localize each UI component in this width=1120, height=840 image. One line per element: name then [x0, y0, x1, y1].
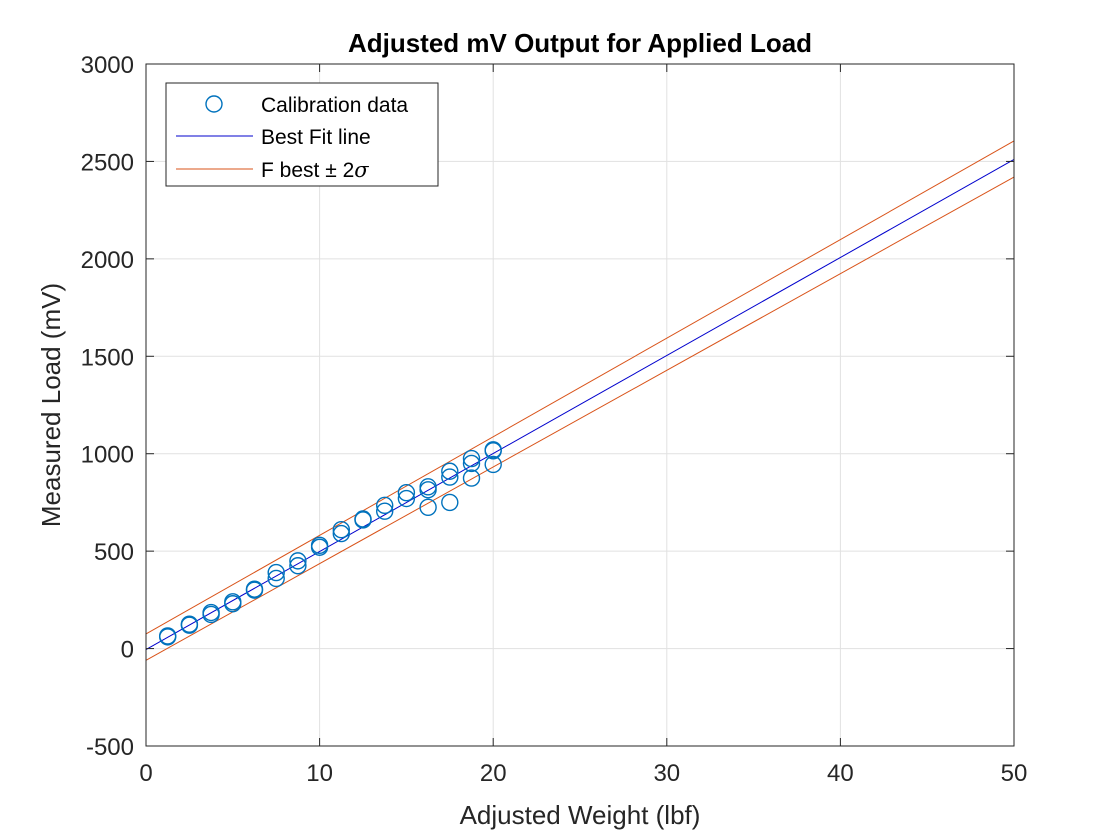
chart-title: Adjusted mV Output for Applied Load — [348, 28, 812, 58]
data-point — [224, 595, 242, 613]
y-tick-label: 500 — [94, 539, 134, 566]
x-tick-label: 30 — [653, 760, 680, 787]
y-tick-label: -500 — [86, 734, 134, 761]
data-point — [441, 462, 459, 480]
x-tick-label: 40 — [827, 760, 854, 787]
legend-band-prefix: F best — [261, 159, 325, 182]
x-axis-label: Adjusted Weight (lbf) — [460, 800, 701, 830]
data-point — [376, 502, 394, 520]
x-tick-label: 50 — [1001, 760, 1028, 787]
data-point — [267, 569, 285, 588]
band-line-upper — [145, 140, 1015, 635]
data-point — [267, 563, 285, 582]
legend: Calibration data Best Fit line F best ± … — [165, 82, 439, 187]
data-point — [332, 524, 350, 543]
data-point — [180, 616, 199, 634]
legend-band-sigma: σ — [354, 158, 369, 182]
data-point — [289, 557, 307, 575]
band-line-lower — [145, 176, 1015, 661]
y-tick-label: 2500 — [81, 149, 134, 176]
data-point — [397, 483, 416, 502]
legend-item-best-fit: Best Fit line — [176, 126, 371, 149]
grid — [146, 64, 1014, 746]
data-point — [354, 511, 372, 529]
data-point — [245, 581, 264, 599]
y-tick-label: 1000 — [81, 442, 134, 469]
data-point — [462, 469, 481, 487]
data-point — [310, 538, 329, 556]
data-point — [484, 455, 502, 474]
data-point — [376, 496, 394, 515]
data-point — [202, 605, 220, 624]
data-point — [332, 521, 350, 539]
data-point — [441, 493, 459, 512]
y-axis-label: Measured Load (mV) — [36, 283, 66, 527]
data-point — [484, 442, 502, 460]
x-tick-label: 0 — [139, 760, 152, 787]
data-point — [419, 498, 437, 516]
data-point — [462, 449, 481, 468]
legend-item-band: F best ± 2σ — [176, 158, 369, 182]
legend-label-band: F best ± 2σ — [261, 158, 369, 182]
x-tick-label: 10 — [306, 760, 333, 787]
legend-item-calibration: Calibration data — [205, 94, 408, 117]
data-point — [441, 468, 459, 486]
data-point — [158, 628, 177, 646]
y-tick-label: 1500 — [81, 344, 134, 371]
data-point — [289, 552, 307, 570]
series-layer — [145, 140, 1015, 661]
data-point — [462, 454, 481, 473]
x-tick-label: 20 — [480, 760, 507, 787]
y-tick-label: 0 — [121, 637, 134, 664]
data-point — [419, 481, 437, 499]
legend-label-calibration: Calibration data — [261, 94, 408, 117]
y-tick-label: 3000 — [81, 52, 134, 79]
legend-band-mid: 2 — [337, 159, 355, 182]
legend-circle-marker — [205, 95, 223, 113]
data-point — [397, 489, 416, 508]
plot-frame — [145, 63, 1015, 747]
legend-label-best-fit: Best Fit line — [261, 126, 371, 149]
y-tick-label: 2000 — [81, 247, 134, 274]
legend-band-pm: ± — [325, 159, 337, 182]
